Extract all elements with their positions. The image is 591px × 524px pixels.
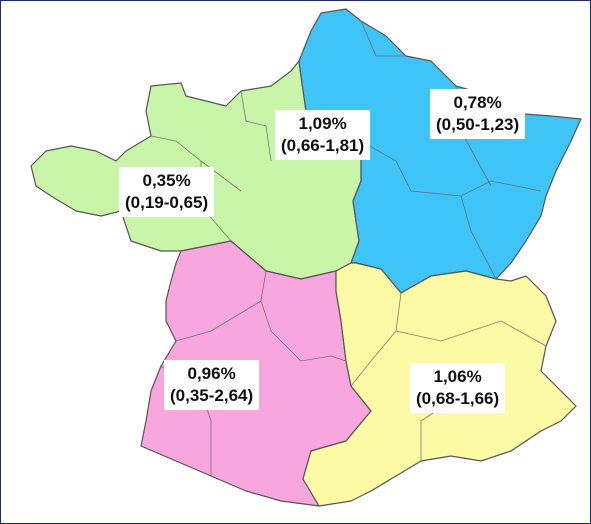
label-northwest-ci: (0,19-0,65) [125, 193, 209, 212]
label-southwest-percent: 0,96% [187, 364, 236, 383]
label-northeast: 0,78% (0,50-1,23) [430, 89, 526, 139]
label-southeast: 1,06% (0,68-1,66) [410, 363, 506, 413]
label-southeast-percent: 1,06% [433, 367, 482, 386]
department-border [150, 135, 242, 192]
department-border [360, 140, 542, 197]
label-northwest: 0,35% (0,19-0,65) [119, 167, 215, 217]
department-border [460, 195, 497, 280]
department-border [260, 270, 347, 362]
department-border [175, 300, 262, 342]
department-border [350, 292, 402, 387]
label-paris-ci: (0,66-1,81) [281, 136, 365, 155]
department-border [360, 20, 406, 57]
label-paris-percent: 1,09% [298, 114, 347, 133]
label-northeast-ci: (0,50-1,23) [436, 115, 520, 134]
department-border [240, 90, 272, 162]
region-northeast [298, 8, 582, 294]
label-northeast-percent: 0,78% [453, 93, 502, 112]
label-southwest-ci: (0,35-2,64) [170, 386, 254, 405]
label-northwest-percent: 0,35% [142, 171, 191, 190]
label-southwest: 0,96% (0,35-2,64) [164, 360, 260, 410]
department-border [395, 320, 547, 347]
label-paris: 1,09% (0,66-1,81) [275, 110, 371, 160]
label-southeast-ci: (0,68-1,66) [416, 389, 500, 408]
